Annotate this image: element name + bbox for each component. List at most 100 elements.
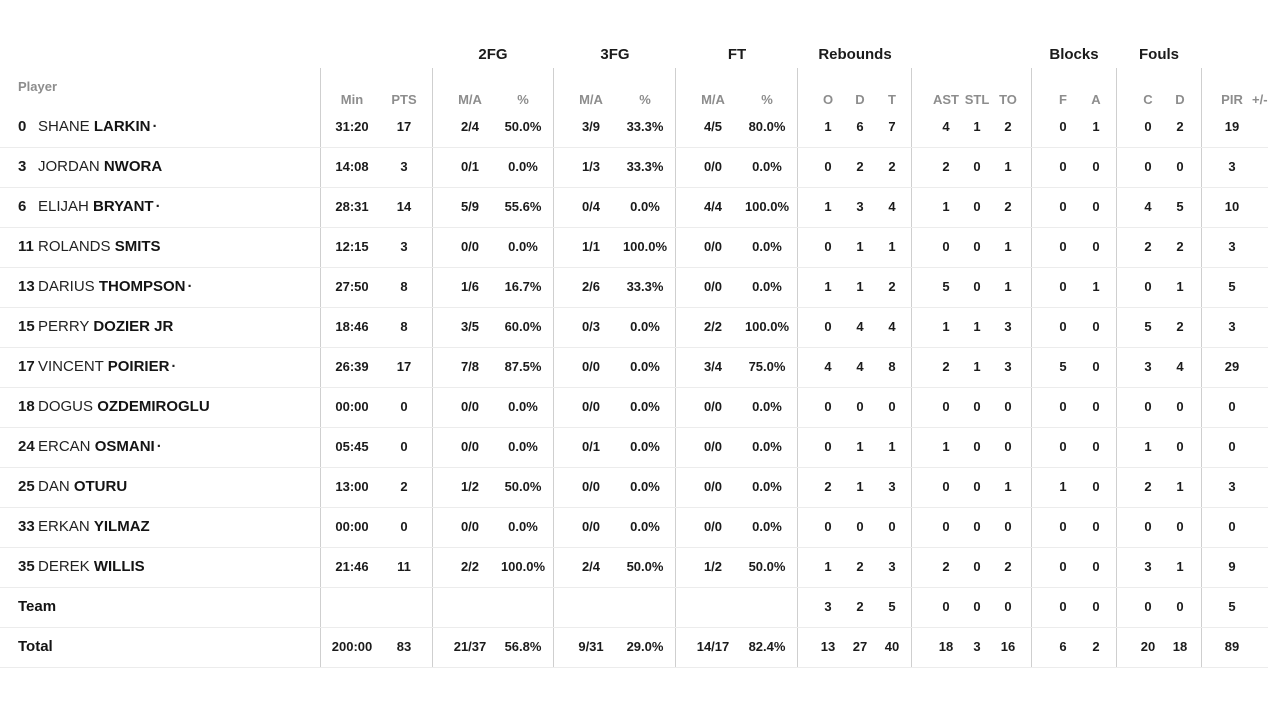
cell-foul-c: 20	[1140, 639, 1156, 654]
cell-ft-ma: 0/0	[703, 279, 723, 294]
player-last-name: POIRIER	[107, 358, 170, 375]
cell-reb-t: 7	[888, 119, 896, 134]
column-header-foul-d: D	[1175, 92, 1185, 107]
cell-reb-d: 27	[852, 639, 868, 654]
cell-reb-d: 1	[856, 439, 864, 454]
cell-min: 21:46	[335, 559, 369, 574]
player-name[interactable]: ROLANDS SMITS	[38, 227, 161, 267]
cell-foul-d: 0	[1176, 159, 1184, 174]
cell-reb-d: 1	[856, 479, 864, 494]
player-last-name: BRYANT	[93, 198, 154, 215]
cell-ft-ma: 0/0	[703, 159, 723, 174]
player-name[interactable]: ERKAN YILMAZ	[38, 507, 150, 547]
cell-pts: 0	[400, 439, 408, 454]
jersey-number: 0	[18, 118, 27, 135]
cell-fg3-ma: 1/3	[581, 159, 601, 174]
cell-stl: 0	[973, 399, 981, 414]
cell-ft-ma: 0/0	[703, 399, 723, 414]
cell-fg3-ma: 9/31	[578, 639, 604, 654]
cell-fg2-pct: 60.0%	[504, 319, 542, 334]
cell-blk-a: 0	[1092, 399, 1100, 414]
group-header-3fg: 3FG	[600, 46, 630, 63]
cell-fg3-ma: 0/1	[581, 439, 601, 454]
cell-fg2-ma: 3/5	[460, 319, 480, 334]
cell-reb-o: 0	[824, 399, 832, 414]
player-name[interactable]: PERRY DOZIER JR	[38, 307, 173, 347]
cell-ft-pct: 100.0%	[744, 319, 790, 334]
cell-ast: 2	[942, 359, 950, 374]
cell-pir: 0	[1228, 399, 1236, 414]
player-name[interactable]: DEREK WILLIS	[38, 547, 145, 587]
cell-min: 27:50	[335, 279, 369, 294]
cell-foul-d: 4	[1176, 359, 1184, 374]
cell-blk-a: 0	[1092, 599, 1100, 614]
player-name[interactable]: DAN OTURU	[38, 467, 127, 507]
player-name[interactable]: SHANE LARKIN ·	[38, 107, 158, 147]
table-row: 11 ROLANDS SMITS 12:15 3 0/0 0.0% 1/1 100.0% 0/0…	[0, 227, 1268, 268]
player-first-name: ERKAN	[38, 518, 94, 535]
cell-ft-ma: 2/2	[703, 319, 723, 334]
cell-blk-f: 0	[1059, 519, 1067, 534]
cell-reb-t: 3	[888, 559, 896, 574]
jersey-number: 18	[18, 398, 35, 415]
cell-fg2-pct: 50.0%	[504, 479, 542, 494]
player-name[interactable]: DOGUS OZDEMIROGLU	[38, 387, 210, 427]
cell-plus-minus	[1242, 187, 1268, 227]
player-name[interactable]: ELIJAH BRYANT ·	[38, 187, 161, 227]
cell-ft-pct: 82.4%	[748, 639, 786, 654]
column-header-reb-t: T	[888, 92, 896, 107]
player-name[interactable]: ERCAN OSMANI ·	[38, 427, 162, 467]
cell-blk-a: 0	[1092, 559, 1100, 574]
player-first-name: DARIUS	[38, 278, 99, 295]
cell-fg2-ma: 7/8	[460, 359, 480, 374]
cell-fg2-pct: 56.8%	[504, 639, 542, 654]
cell-blk-a: 0	[1092, 519, 1100, 534]
cell-blk-f: 0	[1059, 599, 1067, 614]
cell-stl: 0	[973, 479, 981, 494]
cell-stl: 0	[973, 279, 981, 294]
cell-blk-f: 6	[1059, 639, 1067, 654]
cell-plus-minus	[1242, 547, 1268, 587]
player-name[interactable]: DARIUS THOMPSON ·	[38, 267, 193, 307]
cell-foul-d: 1	[1176, 559, 1184, 574]
cell-reb-d: 0	[856, 399, 864, 414]
cell-foul-c: 0	[1144, 279, 1152, 294]
cell-fg3-ma: 0/4	[581, 199, 601, 214]
cell-foul-d: 0	[1176, 599, 1184, 614]
cell-ft-pct: 100.0%	[744, 199, 790, 214]
jersey-number: 15	[18, 318, 35, 335]
cell-fg3-pct: 33.3%	[626, 159, 664, 174]
cell-stl: 0	[973, 159, 981, 174]
cell-ft-pct: 0.0%	[752, 479, 782, 494]
cell-blk-f: 0	[1059, 159, 1067, 174]
cell-ast: 0	[942, 479, 950, 494]
cell-min: 00:00	[335, 399, 369, 414]
cell-reb-d: 4	[856, 319, 864, 334]
cell-pts: 14	[396, 199, 412, 214]
cell-fg2-ma: 0/1	[460, 159, 480, 174]
cell-ast: 2	[942, 159, 950, 174]
cell-ast: 0	[942, 239, 950, 254]
cell-foul-d: 5	[1176, 199, 1184, 214]
jersey-number: 25	[18, 478, 35, 495]
cell-ast: 1	[942, 319, 950, 334]
cell-blk-a: 0	[1092, 359, 1100, 374]
player-name[interactable]: JORDAN NWORA	[38, 147, 162, 187]
cell-reb-o: 1	[824, 199, 832, 214]
table-row: 0 SHANE LARKIN · 31:20 17 2/4 50.0% 3/9 33.3% 4/5…	[0, 107, 1268, 148]
cell-pir: 10	[1224, 199, 1240, 214]
cell-to: 2	[1004, 559, 1012, 574]
cell-reb-o: 1	[824, 279, 832, 294]
cell-pts: 0	[400, 519, 408, 534]
starter-dot-icon: ·	[187, 278, 193, 295]
player-name[interactable]: VINCENT POIRIER ·	[38, 347, 176, 387]
cell-pir: 29	[1224, 359, 1240, 374]
cell-reb-t: 4	[888, 319, 896, 334]
cell-pts: 8	[400, 319, 408, 334]
cell-fg3-ma: 3/9	[581, 119, 601, 134]
cell-pir: 3	[1228, 319, 1236, 334]
table-row: 17 VINCENT POIRIER · 26:39 17 7/8 87.5% 0/0 0.0%…	[0, 347, 1268, 388]
group-header-ft: FT	[727, 46, 747, 63]
cell-blk-a: 0	[1092, 199, 1100, 214]
cell-fg3-pct: 50.0%	[626, 559, 664, 574]
